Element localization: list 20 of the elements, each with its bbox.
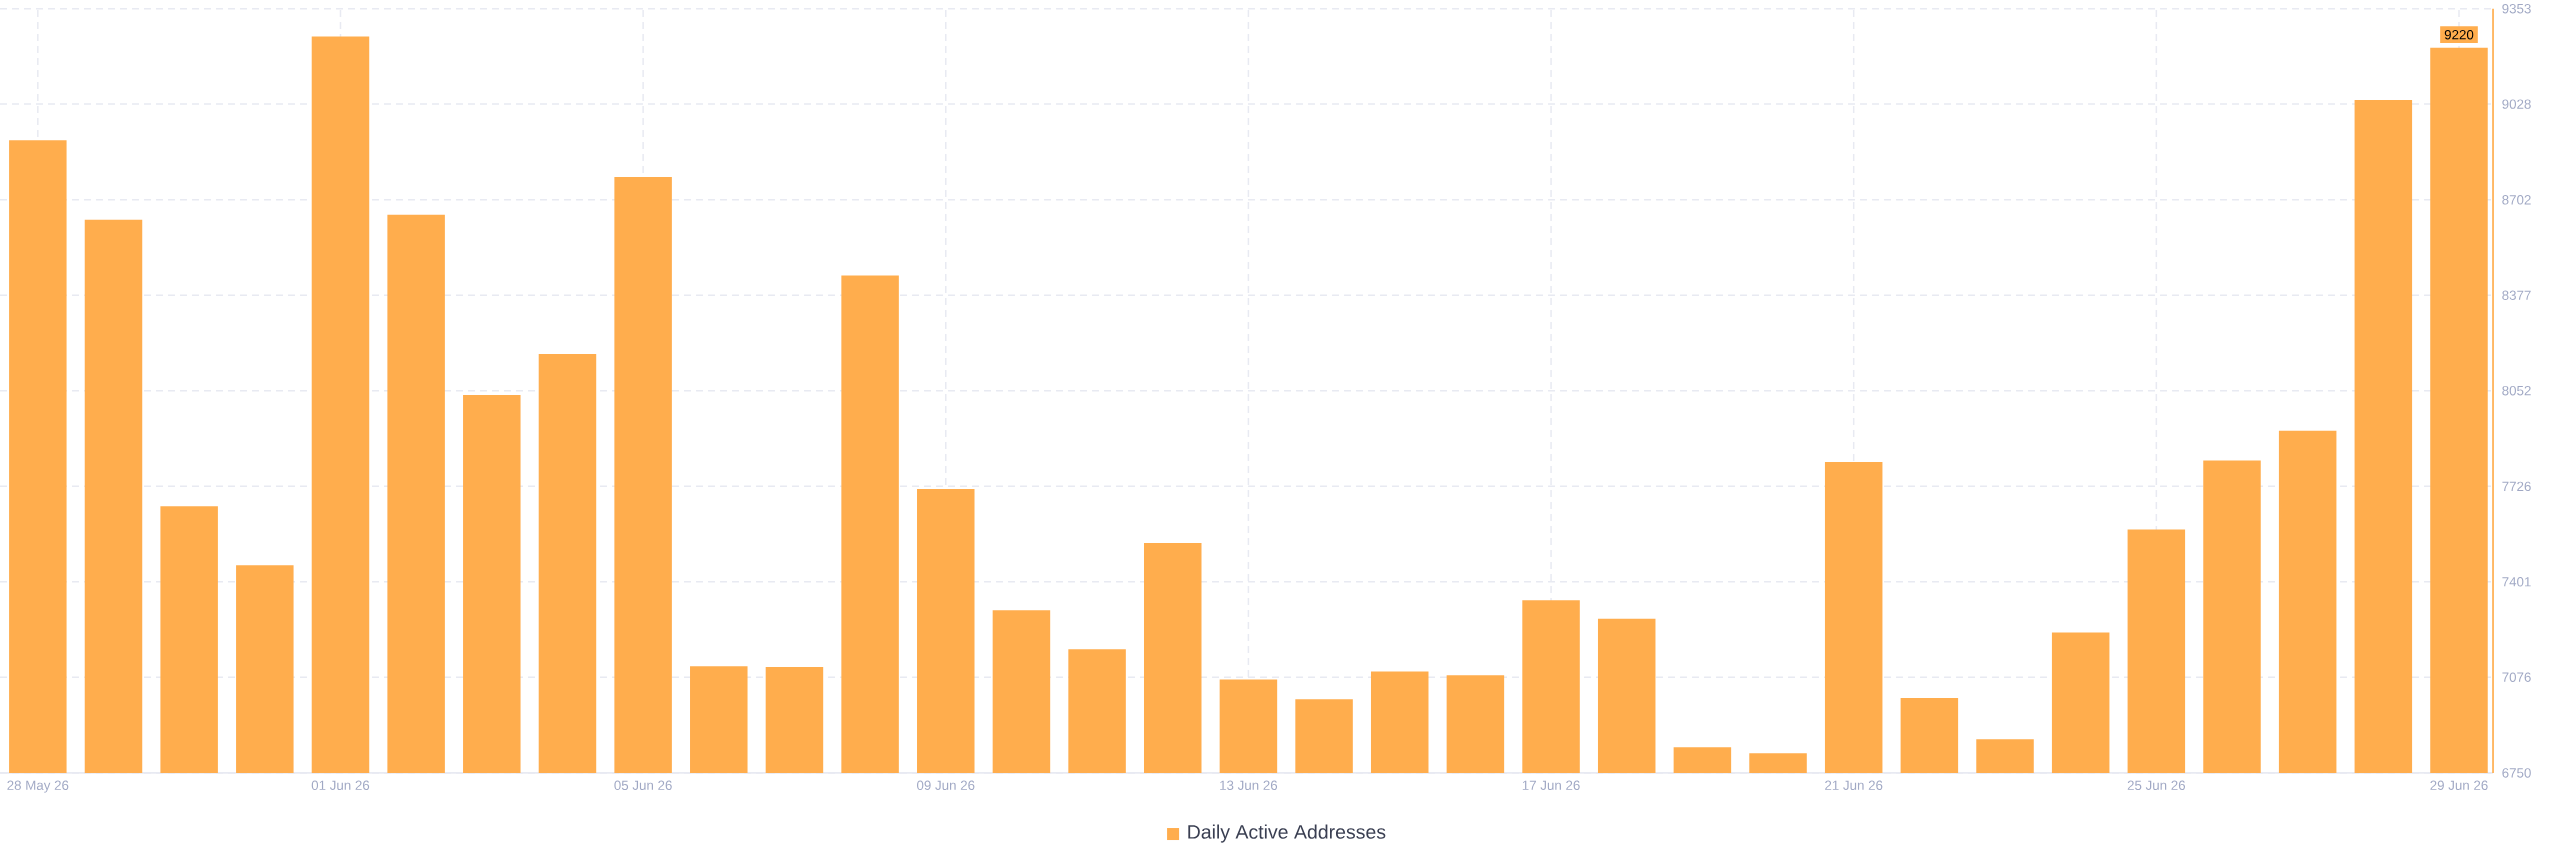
x-tick-label: 25 Jun 26 xyxy=(2127,780,2186,791)
y-tick-label: 7726 xyxy=(2502,481,2531,492)
x-tick-label: 01 Jun 26 xyxy=(311,780,370,791)
x-tick-label: 09 Jun 26 xyxy=(917,780,975,791)
x-tick-label: 17 Jun 26 xyxy=(1522,780,1580,791)
x-tick-label: 05 Jun 26 xyxy=(614,780,672,791)
y-tick-label: 8052 xyxy=(2502,385,2531,396)
x-tick-label: 29 Jun 26 xyxy=(2430,780,2488,791)
data-label: 9220 xyxy=(2444,29,2474,40)
y-tick-label: 7076 xyxy=(2502,672,2531,682)
y-tick-label: 8702 xyxy=(2502,195,2531,205)
y-tick-label: 9353 xyxy=(2502,3,2531,14)
x-tick-label: 21 Jun 26 xyxy=(1825,780,1883,791)
x-tick-label: 13 Jun 26 xyxy=(1220,780,1278,791)
y-tick-label: 7401 xyxy=(2502,577,2531,587)
y-tick-label: 6750 xyxy=(2502,768,2531,778)
y-tick-label: 9028 xyxy=(2502,99,2531,109)
legend-label: Daily Active Addresses xyxy=(1188,824,1386,843)
y-tick-label: 8377 xyxy=(2502,290,2531,300)
x-tick-label: 28 May 26 xyxy=(7,780,69,793)
